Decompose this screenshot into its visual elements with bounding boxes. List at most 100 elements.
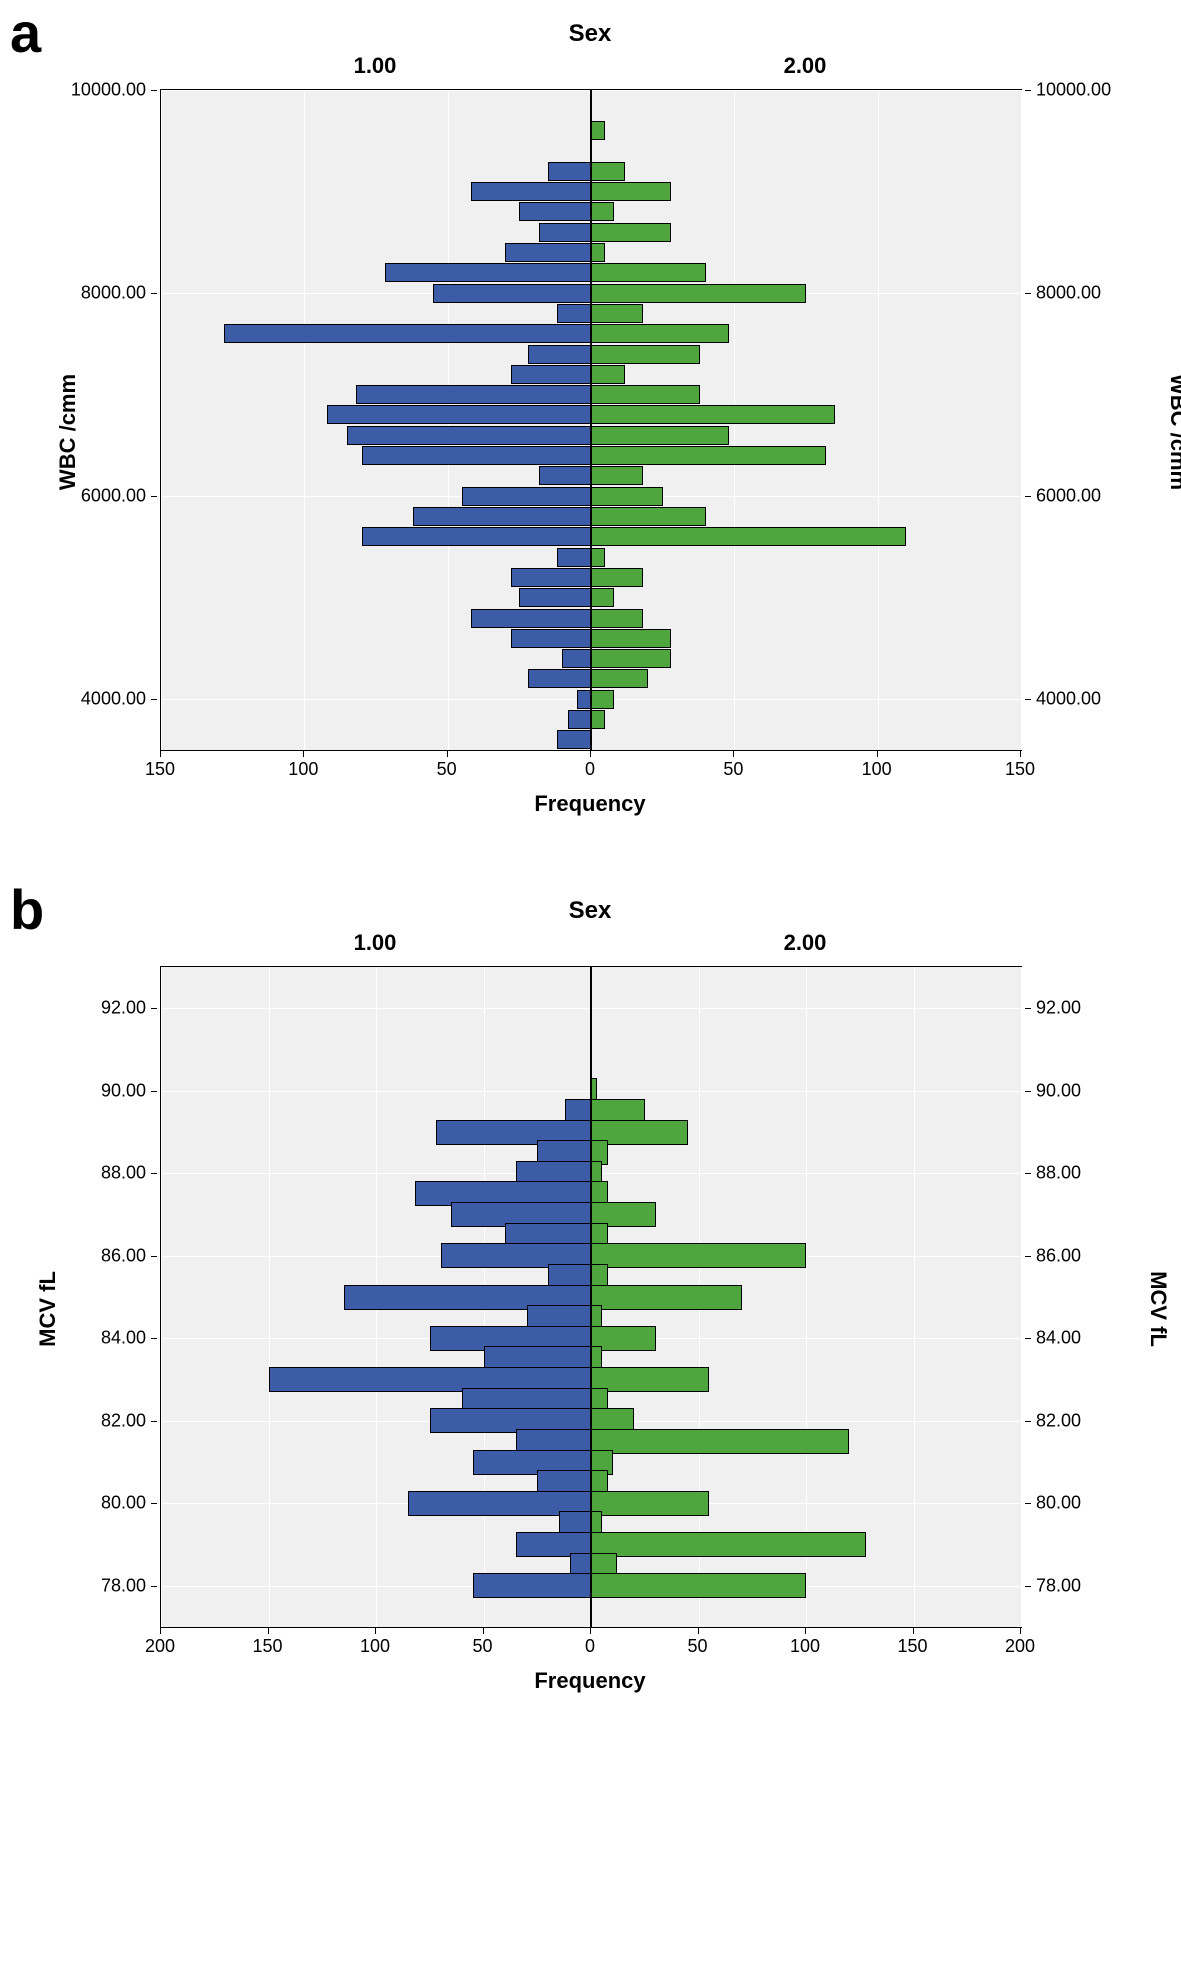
y-tick-label-left: 92.00 [56, 998, 146, 1019]
y-tick-label-right: 86.00 [1036, 1245, 1126, 1266]
x-tick-label: 150 [897, 1636, 927, 1657]
panel-b-sub-right: 2.00 [590, 930, 1020, 956]
y-tick-label-right: 6000.00 [1036, 486, 1126, 507]
x-tick-mark [303, 751, 304, 757]
bar-right [591, 487, 663, 506]
y-tick-label-left: 4000.00 [56, 689, 146, 710]
bar-right [591, 182, 671, 201]
panel-b-inner: Sex 1.00 2.00 92.0090.0088.0086.0084.008… [160, 897, 1020, 1694]
bar-left [224, 324, 591, 343]
y-tick-mark [1025, 1256, 1031, 1257]
bar-left [362, 527, 591, 546]
y-tick-label-left: 88.00 [56, 1163, 146, 1184]
y-tick-label-right: 4000.00 [1036, 689, 1126, 710]
bar-left [557, 548, 591, 567]
y-tick-label-left: 82.00 [56, 1410, 146, 1431]
bar-left [473, 1573, 591, 1598]
bar-right [591, 629, 671, 648]
panel-b-y-label-left: MCV fL [35, 1271, 61, 1347]
panel-b-y-axis-right: 92.0090.0088.0086.0084.0082.0080.0078.00 [1026, 967, 1116, 1627]
y-tick-label-right: 82.00 [1036, 1410, 1126, 1431]
bar-left [511, 568, 591, 587]
x-tick-label: 150 [145, 759, 175, 780]
bar-right [591, 527, 906, 546]
bar-left [539, 223, 591, 242]
x-tick-label: 50 [723, 759, 743, 780]
bar-right [591, 1285, 742, 1310]
bar-right [591, 1491, 709, 1516]
bar-left [327, 405, 591, 424]
x-tick-label: 200 [1005, 1636, 1035, 1657]
panel-b-x-label: Frequency [160, 1668, 1020, 1694]
bar-left [347, 426, 591, 445]
bar-left [471, 609, 591, 628]
y-tick-mark [1025, 90, 1031, 91]
panel-a-chart: 10000.008000.006000.004000.00 10000.0080… [160, 89, 1020, 817]
bar-right [591, 284, 806, 303]
x-tick-mark [483, 1628, 484, 1634]
panel-b: b Sex 1.00 2.00 92.0090.0088.0086.0084.0… [20, 897, 1161, 1694]
y-tick-mark [151, 1008, 157, 1009]
y-tick-label-right: 10000.00 [1036, 80, 1126, 101]
bar-left [539, 466, 591, 485]
panel-b-y-label-right: MCV fL [1145, 1271, 1171, 1347]
center-line [590, 90, 592, 750]
x-tick-label: 50 [437, 759, 457, 780]
x-tick-label: 100 [790, 1636, 820, 1657]
y-tick-label-left: 80.00 [56, 1493, 146, 1514]
x-tick-mark [590, 751, 591, 757]
y-tick-mark [151, 1338, 157, 1339]
bar-left [511, 365, 591, 384]
y-tick-label-right: 88.00 [1036, 1163, 1126, 1184]
panel-a-x-label: Frequency [160, 791, 1020, 817]
bar-left [356, 385, 591, 404]
y-tick-mark [151, 1256, 157, 1257]
panel-a-subtitles: 1.00 2.00 [160, 53, 1020, 79]
bar-right [591, 609, 643, 628]
panel-b-label: b [10, 877, 44, 942]
bar-right [591, 162, 625, 181]
x-tick-mark [160, 751, 161, 757]
x-tick-mark [877, 751, 878, 757]
bar-left [528, 669, 591, 688]
bar-left [511, 629, 591, 648]
grid-line [304, 90, 305, 750]
bar-right [591, 588, 614, 607]
y-tick-mark [1025, 1173, 1031, 1174]
y-tick-mark [151, 1421, 157, 1422]
y-tick-mark [1025, 1586, 1031, 1587]
bar-right [591, 507, 706, 526]
bar-left [557, 730, 591, 749]
x-tick-label: 0 [585, 1636, 595, 1657]
bar-right [591, 690, 614, 709]
y-tick-label-left: 84.00 [56, 1328, 146, 1349]
grid-line [161, 967, 162, 1627]
bar-right [591, 1573, 806, 1598]
bar-right [591, 202, 614, 221]
x-tick-mark [590, 1628, 591, 1634]
x-tick-label: 50 [472, 1636, 492, 1657]
bar-right [591, 1243, 806, 1268]
bar-right [591, 466, 643, 485]
y-tick-mark [151, 496, 157, 497]
x-tick-mark [1020, 751, 1021, 757]
y-tick-label-right: 78.00 [1036, 1575, 1126, 1596]
bar-right [591, 405, 835, 424]
panel-a-y-label-left: WBC /cmm [55, 374, 81, 490]
y-tick-mark [151, 293, 157, 294]
bar-right [591, 304, 643, 323]
bar-right [591, 710, 605, 729]
bar-left [519, 202, 591, 221]
bar-left [433, 284, 591, 303]
y-tick-label-left: 10000.00 [56, 80, 146, 101]
x-tick-mark [698, 1628, 699, 1634]
bar-right [591, 1532, 866, 1557]
x-tick-label: 100 [862, 759, 892, 780]
bar-left [577, 690, 591, 709]
bar-right [591, 121, 605, 140]
y-tick-mark [1025, 1338, 1031, 1339]
y-tick-label-left: 86.00 [56, 1245, 146, 1266]
y-tick-mark [1025, 1421, 1031, 1422]
x-tick-mark [913, 1628, 914, 1634]
x-tick-mark [268, 1628, 269, 1634]
